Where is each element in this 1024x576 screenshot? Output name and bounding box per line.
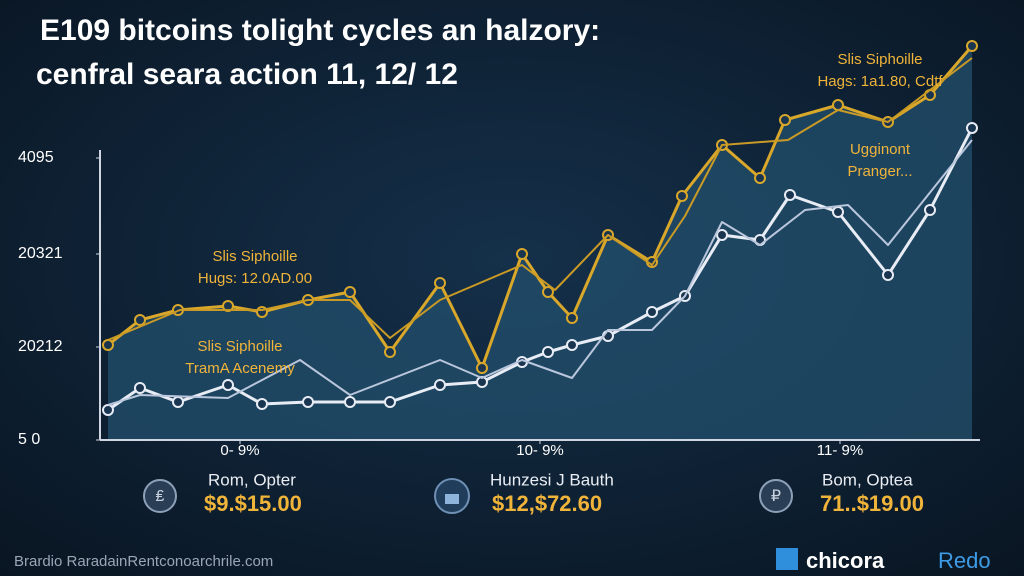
point	[134, 382, 146, 394]
annotation: Hags: 1a1.80, Cdtf	[817, 73, 943, 90]
annotation: TramA Acenemy	[185, 360, 295, 377]
point	[516, 248, 528, 260]
item-label: Rom, Opter	[208, 470, 296, 489]
line	[107, 57, 973, 341]
icon-glyph	[445, 494, 459, 504]
annotation: Slis Siphoille	[212, 248, 297, 265]
item-value: $9.$15.00	[204, 491, 302, 516]
point	[966, 40, 978, 52]
point	[434, 379, 446, 391]
x-tick-label: 10- 9%	[516, 442, 564, 459]
point	[779, 114, 791, 126]
footer: Brardio RaradainRentconoarchrile.com	[14, 553, 273, 570]
point	[646, 306, 658, 318]
annotation: Pranger...	[847, 163, 912, 180]
x-tick-label: 0- 9%	[220, 442, 259, 459]
annotation: Slis Siphoille	[197, 338, 282, 355]
point	[222, 379, 234, 391]
area	[108, 46, 972, 440]
logo-name: chicora	[806, 548, 885, 573]
item-value: $12,$72.60	[492, 491, 602, 516]
point	[542, 346, 554, 358]
point	[302, 396, 314, 408]
point	[676, 190, 688, 202]
point	[134, 314, 146, 326]
point	[102, 339, 114, 351]
point	[924, 204, 936, 216]
y-tick-label: 20212	[18, 338, 63, 355]
point	[434, 277, 446, 289]
point	[882, 269, 894, 281]
point	[344, 286, 356, 298]
logo-suffix: Redo	[938, 548, 991, 573]
point	[542, 286, 554, 298]
item-label: Hunzesi J Bauth	[490, 470, 614, 489]
line	[107, 139, 973, 406]
summary-item: Hunzesi J Bauth $12,$72.60	[434, 470, 614, 516]
icon	[759, 479, 793, 513]
logo-icon	[776, 548, 798, 570]
point	[832, 206, 844, 218]
summary-item: ₤ Rom, Opter $9.$15.00	[143, 470, 302, 516]
plot: 4095 20321 20212 5 0 0- 9% 10- 9% 11- 9% Slis S…	[18, 40, 978, 459]
item-label: Bom, Optea	[822, 470, 913, 489]
summary-item: ₽ Bom, Optea 71..$19.00	[759, 470, 924, 516]
x-tick-label: 11- 9%	[817, 442, 863, 459]
annotation: Slis Siphoille	[837, 51, 922, 68]
point	[966, 122, 978, 134]
annotation: Ugginont	[850, 141, 911, 158]
point	[566, 312, 578, 324]
point	[256, 398, 268, 410]
item-value: 71..$19.00	[820, 491, 924, 516]
icon-glyph: ₽	[771, 488, 781, 505]
point	[716, 229, 728, 241]
annotation: Hugs: 12.0AD.00	[198, 270, 312, 287]
point	[754, 172, 766, 184]
point	[172, 396, 184, 408]
y-tick-label: 5 0	[18, 431, 40, 448]
chart-title: E109 bitcoins tolight cycles an halzory:	[40, 14, 600, 47]
point	[566, 339, 578, 351]
point	[384, 346, 396, 358]
point	[476, 362, 488, 374]
y-tick-label: 20321	[18, 245, 63, 262]
chart-title: cenfral seara action 11, 12/ 12	[36, 58, 458, 91]
y-tick-label: 4095	[18, 149, 54, 166]
point	[784, 189, 796, 201]
point	[384, 396, 396, 408]
point	[102, 404, 114, 416]
icon-glyph: ₤	[156, 488, 165, 505]
icon	[143, 479, 177, 513]
point	[344, 396, 356, 408]
point	[832, 99, 844, 111]
